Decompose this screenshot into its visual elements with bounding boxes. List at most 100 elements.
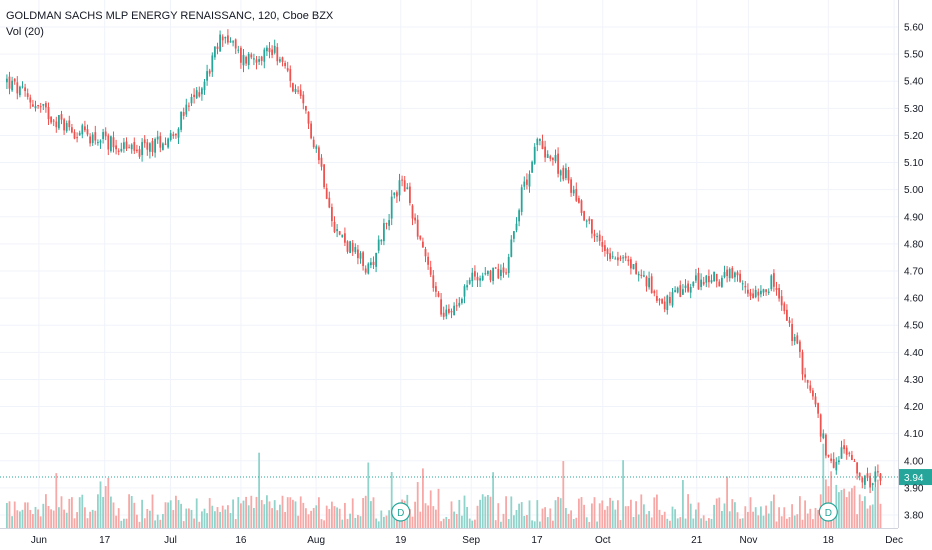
volume-bar: [583, 504, 585, 528]
volume-bar: [351, 498, 354, 528]
volume-bar: [346, 518, 349, 528]
volume-bar: [172, 510, 175, 528]
volume-bar: [466, 506, 468, 528]
volume-bar: [71, 497, 73, 528]
volume-bar: [455, 514, 458, 528]
volume-bar: [435, 509, 437, 528]
volume-bar: [312, 507, 315, 528]
volume-bar: [630, 499, 632, 528]
volume-bar: [107, 477, 110, 528]
candle-body: [640, 274, 643, 276]
volume-bar: [757, 515, 760, 528]
candle-body: [385, 223, 388, 225]
candle-body: [528, 174, 531, 187]
volume-bar: [871, 504, 874, 528]
time-axis[interactable]: Jun 17 Jul 16 Aug 19 Sep 17 Oct 21 Nov 18 Dec: [0, 528, 903, 547]
volume-bar: [377, 521, 380, 528]
volume-bar: [812, 519, 814, 528]
volume-bar: [195, 498, 198, 528]
volume-bar: [201, 511, 203, 528]
candle-body: [73, 131, 76, 139]
candle-body: [206, 71, 208, 81]
volume-bar: [123, 518, 125, 528]
candle-body: [835, 461, 838, 471]
candle-body: [453, 305, 455, 316]
volume-bar: [349, 513, 351, 528]
price-axis[interactable]: 5.60 5.50 5.40 5.30 5.20 5.10 5.00 4.90 4.80 4.70…: [898, 0, 924, 528]
candle-body: [630, 259, 632, 269]
price-tick-label: 4.70: [904, 267, 924, 278]
candle-body: [484, 273, 487, 275]
volume-bar: [273, 500, 276, 528]
volume-bar: [128, 494, 130, 528]
volume-bar: [679, 517, 682, 528]
candle-body: [307, 111, 310, 124]
volume-bar: [318, 497, 320, 528]
volume-bar: [767, 513, 770, 528]
candle-body: [383, 223, 385, 242]
candle-body: [211, 55, 214, 72]
volume-bar: [302, 502, 305, 528]
candle-body: [570, 179, 572, 193]
volume-bar: [112, 502, 115, 528]
candle-body: [669, 296, 671, 304]
volume-bar: [143, 518, 146, 528]
volume-bar: [432, 506, 435, 528]
candle-body: [39, 106, 42, 108]
volume-bar: [16, 510, 19, 528]
volume-bar: [788, 517, 791, 528]
candle-body: [99, 140, 102, 143]
volume-bar: [375, 518, 377, 528]
volume-bar: [877, 479, 879, 528]
candle-body: [765, 289, 767, 292]
candle-body: [419, 235, 422, 240]
volume-bar: [294, 501, 297, 528]
candle-body: [250, 54, 253, 58]
volume-bar: [684, 518, 687, 528]
candle-body: [637, 273, 640, 276]
volume-bar: [760, 506, 762, 528]
candle-body: [489, 270, 492, 281]
candle-body: [780, 296, 783, 306]
volume-bar: [328, 508, 331, 528]
price-tick-label: 5.20: [904, 131, 924, 142]
candle-body: [201, 88, 203, 95]
candle-body: [806, 379, 809, 383]
volume-bar: [578, 498, 580, 528]
candle-body: [523, 181, 526, 187]
candle-body: [624, 256, 627, 259]
volume-bar: [697, 502, 700, 528]
volume-bar: [385, 515, 388, 528]
time-tick-label: Jun: [31, 535, 47, 546]
candle-body: [305, 105, 307, 111]
volume-bar: [570, 510, 572, 528]
volume-bar: [258, 452, 260, 528]
volume-bar: [104, 486, 107, 528]
candle-body: [593, 233, 596, 237]
candle-body: [344, 233, 346, 243]
candle-body: [845, 447, 848, 455]
candle-body: [315, 146, 318, 149]
candle-body: [507, 256, 510, 274]
time-tick-label: Nov: [740, 535, 758, 546]
volume-bar: [227, 505, 229, 528]
candle-body: [448, 308, 450, 313]
candle-body: [117, 150, 120, 152]
candle-body: [185, 104, 188, 115]
price-tick-label: 5.00: [904, 185, 924, 196]
candle-body: [871, 483, 874, 485]
candle-body: [84, 126, 86, 131]
candle-body: [154, 138, 156, 153]
price-tick-label: 5.60: [904, 23, 924, 34]
candle-body: [869, 475, 871, 488]
candle-body: [102, 132, 104, 140]
volume-bar: [151, 494, 154, 528]
volume-bar: [255, 496, 258, 528]
volume-bar: [598, 503, 601, 528]
candle-body: [546, 154, 549, 158]
volume-bar: [427, 505, 429, 528]
candle-body: [292, 83, 294, 92]
volume-bar: [169, 500, 172, 528]
